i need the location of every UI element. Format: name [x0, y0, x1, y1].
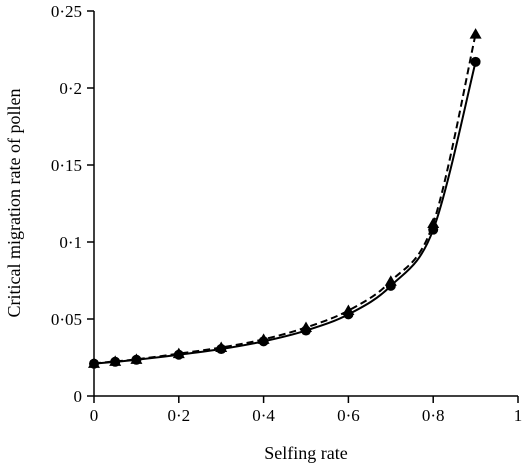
- y-tick-label: 0: [74, 387, 83, 406]
- y-tick-label: 0·2: [59, 79, 82, 98]
- y-tick-label: 0·15: [51, 156, 82, 175]
- x-tick-label: 0: [90, 406, 99, 425]
- y-tick-label: 0·1: [59, 233, 82, 252]
- x-axis-label: Selfing rate: [264, 443, 347, 463]
- circle-point: [470, 56, 481, 67]
- x-tick-label: 1: [514, 406, 523, 425]
- axes: [93, 11, 518, 397]
- triangle-point: [384, 275, 397, 286]
- x-tick-label: 0·2: [167, 406, 190, 425]
- triangle-point: [300, 321, 312, 332]
- y-axis-label: Critical migration rate of pollen: [4, 89, 24, 318]
- triangle-point: [215, 341, 228, 352]
- triangle-point: [427, 217, 440, 229]
- series-2: [88, 28, 482, 368]
- triangle-point: [130, 353, 143, 364]
- y-tick-label: 0·25: [51, 2, 82, 21]
- x-tick-label: 0·6: [337, 406, 360, 425]
- triangle-point: [109, 355, 122, 366]
- x-tick-label: 0·8: [422, 406, 445, 425]
- triangle-point: [342, 304, 355, 316]
- series-1-line: [93, 61, 477, 365]
- x-tick-label: 0·4: [252, 406, 275, 425]
- triangle-point: [469, 28, 482, 39]
- triangle-point: [172, 347, 185, 359]
- series-layer: [88, 28, 482, 369]
- y-tick-label: 0·05: [51, 310, 82, 329]
- x-ticks: 0 0·2 0·4 0·6 0·8 1: [90, 396, 523, 425]
- triangle-point: [257, 333, 270, 344]
- triangle-point: [88, 357, 100, 368]
- y-ticks: 0 0·05 0·1 0·15 0·2 0·25: [51, 2, 94, 406]
- series-1: [89, 56, 481, 369]
- series-2-line: [93, 33, 477, 365]
